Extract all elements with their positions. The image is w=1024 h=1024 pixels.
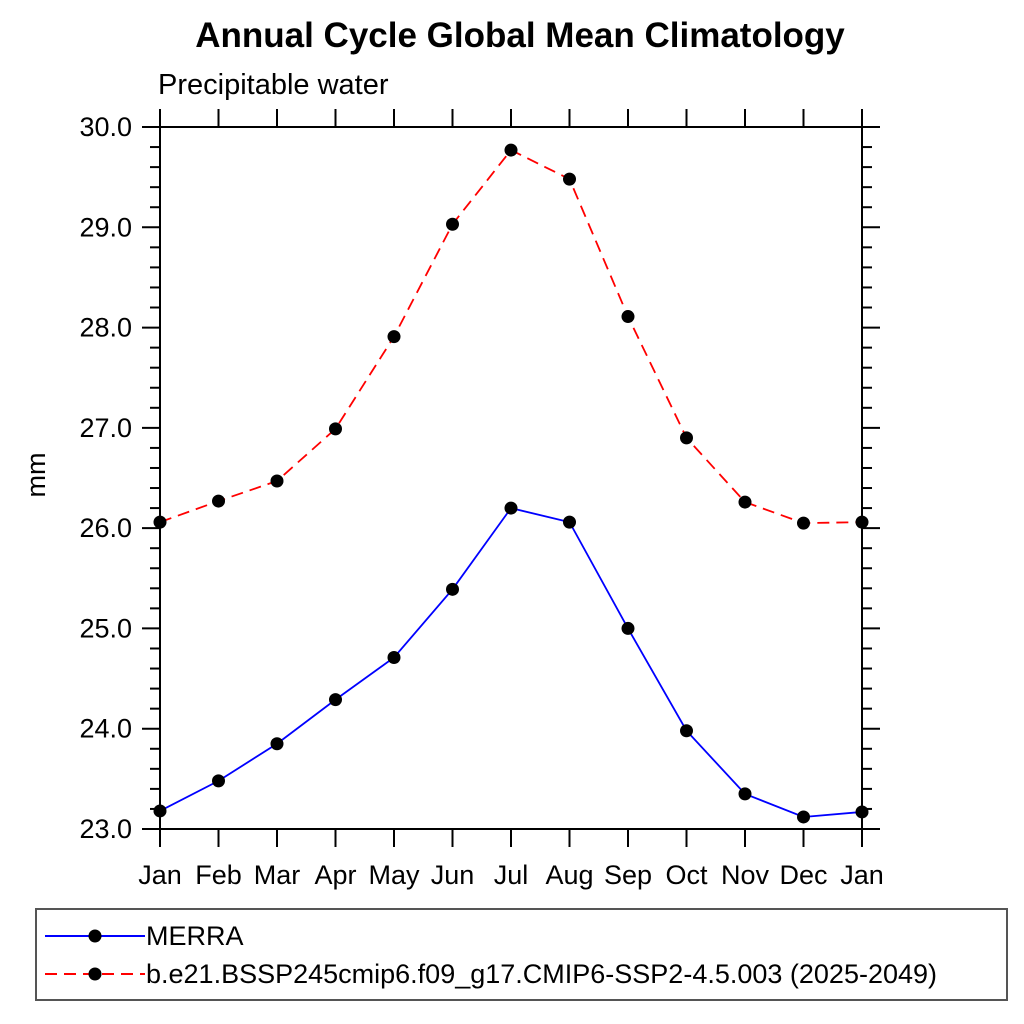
legend-line-sample [45,929,145,942]
legend-line-sample [45,967,145,980]
series-line-0 [159,507,863,818]
data-point-marker [563,515,576,529]
data-point-marker [212,494,225,508]
data-point-marker [797,516,810,530]
data-point-marker [855,515,869,529]
data-point-marker [680,724,693,738]
data-point-marker [504,143,518,157]
x-tick-label: Jun [431,860,475,890]
x-tick-label: Nov [721,860,770,890]
data-point-marker [446,217,459,231]
series-layer [153,143,869,824]
chart-title: Annual Cycle Global Mean Climatology [195,16,845,55]
axis-tick-labels: 23.0 24.0 25.0 26.0 27.0 28.0 29.0 30.0 Jan Feb Ma… [79,112,883,890]
data-point-marker [680,431,693,445]
data-point-marker [621,310,635,324]
legend-marker-dot [88,967,102,980]
data-point-marker [738,787,752,801]
data-point-marker [387,330,401,344]
x-tick-label: Jan [840,860,884,890]
x-tick-label: Feb [195,860,242,890]
x-tick-label: Apr [314,860,356,890]
data-point-marker [797,810,810,824]
data-point-marker [563,172,576,186]
y-axis-label: mm [21,453,51,498]
y-tick-label: 23.0 [79,814,132,844]
data-point-marker [270,474,284,488]
x-tick-label: Oct [665,860,708,890]
legend-item-model: b.e21.BSSP245cmip6.f09_g17.CMIP6-SSP2-4.… [41,958,1006,989]
chart-subtitle: Precipitable water [158,69,389,101]
data-point-marker [212,774,225,788]
y-tick-label: 29.0 [79,212,132,242]
legend-item-merra: MERRA [41,920,1006,951]
series-line-1 [159,148,863,525]
x-tick-label: Mar [254,860,301,890]
legend-label: MERRA [146,920,244,951]
legend: MERRA b.e21.BSSP245cmip6.f09_g17.CMIP6-S… [35,908,1008,1001]
data-point-marker [621,621,635,635]
x-tick-label: Dec [779,860,827,890]
y-tick-label: 24.0 [79,714,132,744]
data-point-marker [153,515,167,529]
x-tick-label: Sep [604,860,652,890]
y-tick-label: 26.0 [79,513,132,543]
data-point-marker [738,495,752,509]
legend-marker-dot [88,929,102,942]
y-tick-label: 25.0 [79,613,132,643]
data-point-marker [446,582,459,596]
plot-frame [159,126,863,830]
x-tick-label: Jan [138,860,182,890]
chart-svg: Annual Cycle Global Mean Climatology Pre… [21,16,884,890]
y-tick-label: 28.0 [79,313,132,343]
legend-label: b.e21.BSSP245cmip6.f09_g17.CMIP6-SSP2-4.… [146,958,938,989]
x-tick-label: May [368,860,420,890]
data-point-marker [270,737,284,751]
data-point-marker [855,805,869,819]
data-point-marker [329,693,342,707]
y-tick-label: 30.0 [79,112,132,142]
x-tick-label: Aug [545,860,593,890]
data-point-marker [504,501,518,515]
y-tick-label: 27.0 [79,413,132,443]
chart-area: Annual Cycle Global Mean Climatology Pre… [21,16,884,890]
axis-ticks [142,109,880,847]
data-point-marker [329,422,342,436]
data-point-marker [387,651,401,665]
plot-border [159,126,863,830]
data-point-marker [153,804,167,818]
x-tick-label: Jul [494,860,529,890]
